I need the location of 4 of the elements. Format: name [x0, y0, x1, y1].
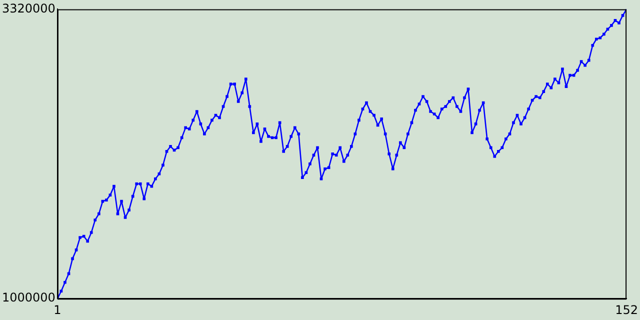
y-tick-label: 3320000	[2, 1, 56, 16]
x-tick-label: 152	[615, 302, 638, 317]
x-tick-label: 1	[54, 302, 62, 317]
y-tick-label: 1000000	[2, 290, 56, 305]
